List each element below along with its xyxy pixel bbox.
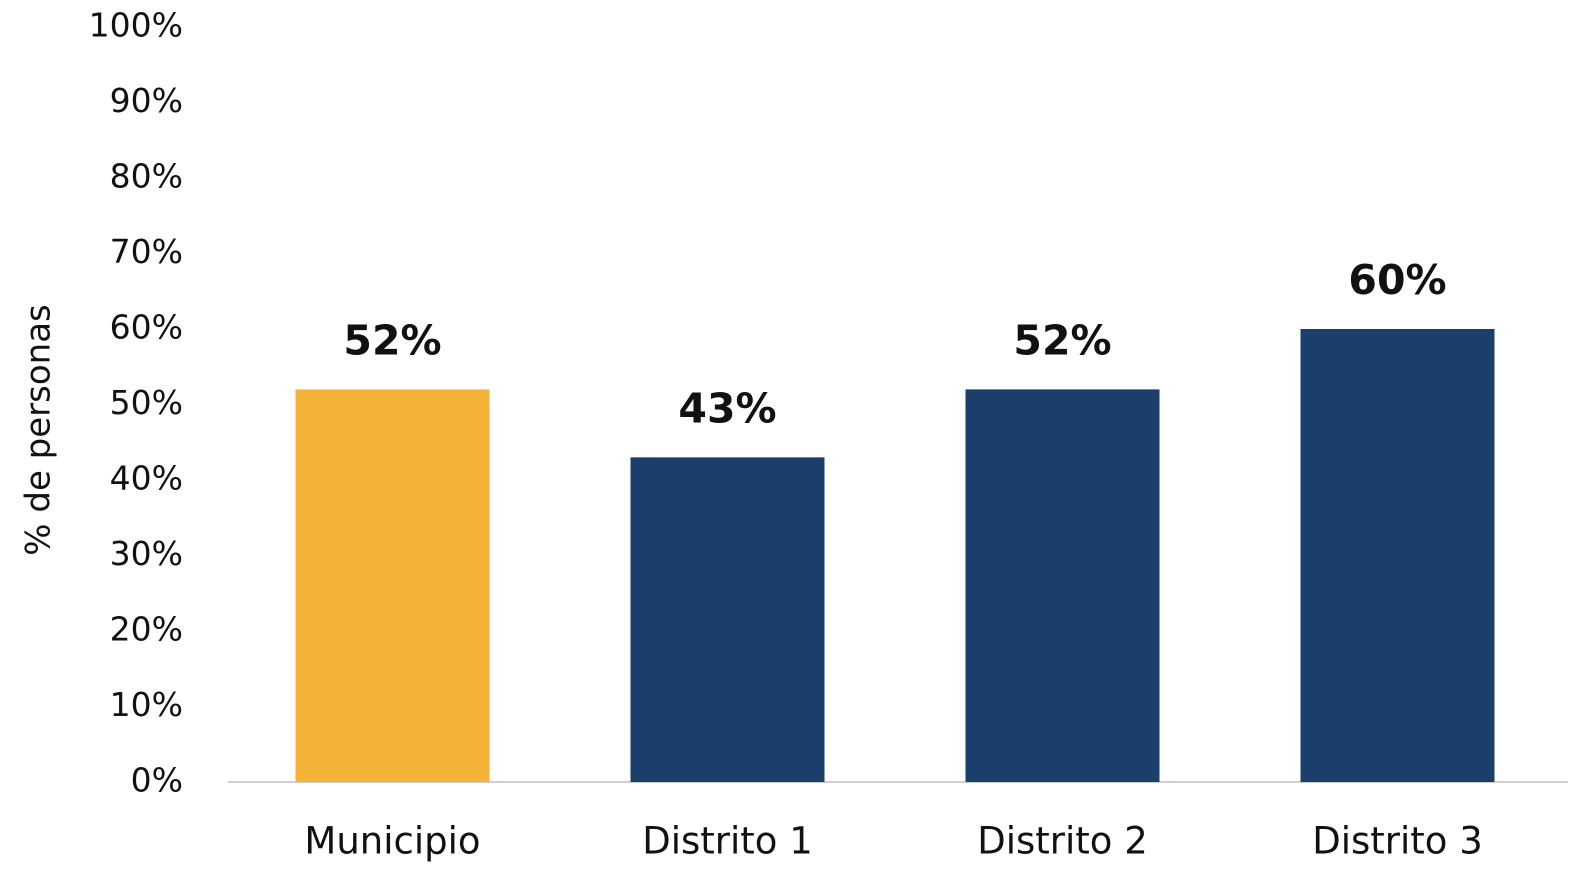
y-tick-label: 10% [110, 685, 183, 724]
y-tick-label: 30% [110, 534, 183, 573]
y-tick-label: 100% [89, 6, 183, 45]
y-tick-label: 40% [110, 459, 183, 498]
y-tick-label: 90% [110, 81, 183, 120]
x-tick-label: Distrito 3 [1312, 820, 1483, 863]
data-label: 60% [1348, 256, 1446, 304]
data-label: 43% [678, 384, 776, 432]
y-axis-title: % de personas [19, 304, 59, 556]
data-label: 52% [1013, 316, 1111, 364]
y-tick-label: 60% [110, 308, 183, 347]
data-label: 52% [343, 316, 441, 364]
y-tick-label: 0% [131, 761, 183, 800]
y-tick-label: 70% [110, 232, 183, 271]
bar [295, 389, 490, 782]
y-tick-label: 80% [110, 157, 183, 196]
x-tick-label: Municipio [304, 820, 480, 863]
y-tick-label: 50% [110, 383, 183, 422]
x-tick-label: Distrito 2 [977, 820, 1148, 863]
bar [1300, 329, 1495, 782]
x-tick-label: Distrito 1 [642, 820, 813, 863]
y-tick-label: 20% [110, 610, 183, 649]
bar [630, 457, 825, 782]
bar [965, 389, 1160, 782]
